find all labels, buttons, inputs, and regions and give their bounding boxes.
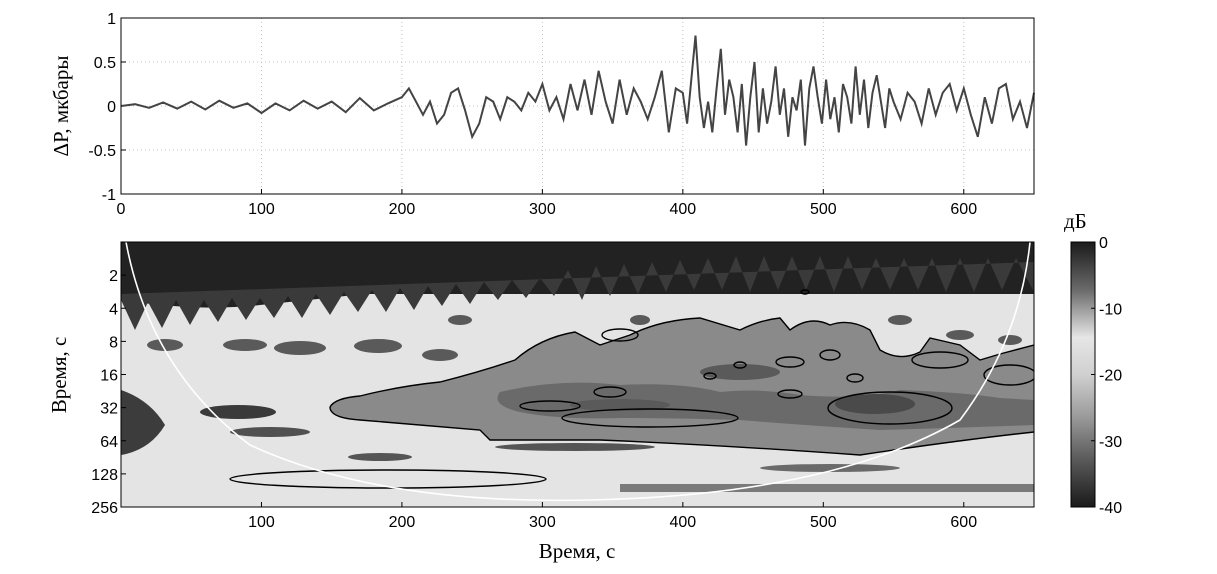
- bottom-x-tick-label: 200: [389, 514, 416, 531]
- top-x-tick-label: 600: [950, 201, 977, 218]
- cone-of-influence: [125, 242, 1031, 502]
- bottom-x-tick-label: 300: [529, 514, 556, 531]
- pressure-time-series-panel: 1 0.5 0 -0.5 -1 0 100 200 300 400 500 600 ΔP, мкба…: [49, 11, 1035, 218]
- top-x-tick-label: 100: [248, 201, 275, 218]
- colorbar-tick-label: 0: [1099, 235, 1108, 252]
- colorbar-tick-label: -30: [1099, 434, 1122, 451]
- bottom-x-tick-label: 100: [248, 514, 275, 531]
- bottom-x-tick-label: 500: [810, 514, 837, 531]
- bottom-y-tick-label: 128: [91, 467, 118, 484]
- bottom-y-tick-label: 4: [109, 301, 118, 318]
- bottom-x-tick-label: 600: [950, 514, 977, 531]
- bottom-y-tick-label: 8: [109, 334, 118, 351]
- top-x-tick-label: 300: [529, 201, 556, 218]
- top-y-tick-label: -0.5: [88, 143, 116, 160]
- top-x-tick-label: 400: [669, 201, 696, 218]
- top-y-tick-label: 0.5: [94, 55, 116, 72]
- top-y-tick-label: -1: [102, 187, 116, 204]
- top-y-tick-label: 1: [107, 11, 116, 28]
- wavelet-spectrogram-panel: 2 4 8 16 32 64 128 256 100 200 300 400 500 600 Время…: [47, 241, 1035, 563]
- colorbar-tick-label: -40: [1099, 500, 1122, 517]
- colorbar-tick-label: -10: [1099, 301, 1122, 318]
- colorbar: 0 -10 -20 -30 -40 дБ: [1064, 209, 1122, 517]
- top-x-tick-label: 500: [810, 201, 837, 218]
- bottom-y-tick-label: 256: [91, 500, 118, 517]
- colorbar-ticks: 0 -10 -20 -30 -40: [1091, 235, 1122, 517]
- bottom-x-tick-label: 400: [669, 514, 696, 531]
- bottom-y-tick-label: 32: [100, 401, 118, 418]
- bottom-y-tick-label: 16: [100, 368, 118, 385]
- bottom-y-axis-label: Время, с: [47, 337, 71, 414]
- top-y-axis-ticks: 1 0.5 0 -0.5 -1: [88, 11, 126, 204]
- top-x-tick-label: 200: [389, 201, 416, 218]
- colorbar-label: дБ: [1064, 209, 1087, 233]
- top-plot-frame: [120, 17, 1035, 195]
- bottom-y-axis-ticks: 2 4 8 16 32 64 128 256: [91, 268, 126, 517]
- spectrogram-heatmap: [121, 242, 1034, 507]
- bottom-y-tick-label: 64: [100, 434, 118, 451]
- top-x-axis-ticks: 0 100 200 300 400 500 600: [117, 189, 977, 218]
- bottom-y-tick-label: 2: [109, 268, 118, 285]
- colorbar-tick-label: -20: [1099, 368, 1122, 385]
- top-y-axis-label: ΔP, мкбары: [49, 56, 73, 157]
- bottom-x-axis-label: Время, с: [539, 539, 616, 563]
- pressure-series-line: [120, 35, 1035, 146]
- bottom-x-axis-ticks: 100 200 300 400 500 600: [248, 502, 977, 531]
- top-y-tick-label: 0: [107, 99, 116, 116]
- top-x-tick-label: 0: [117, 201, 126, 218]
